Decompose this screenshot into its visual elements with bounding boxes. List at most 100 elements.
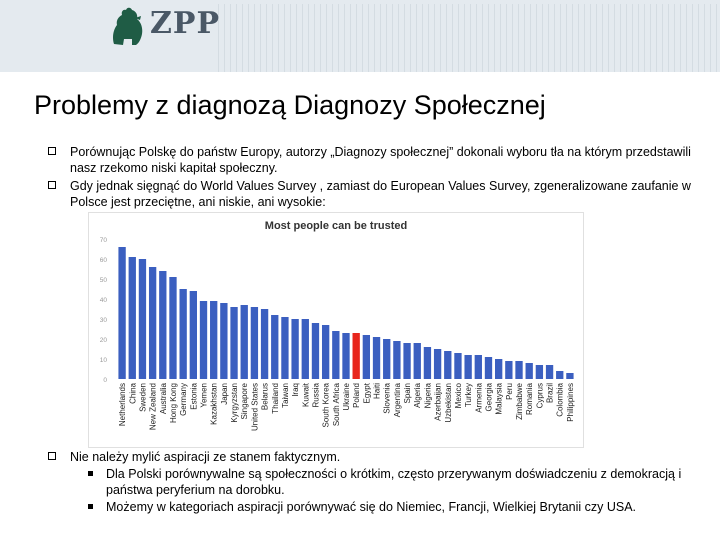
- x-tick-label: Nigeria: [423, 382, 432, 408]
- x-tick-label: Zimbabwe: [515, 382, 524, 419]
- y-tick-label: 20: [100, 337, 108, 344]
- header-band: ZPP: [0, 0, 720, 72]
- x-tick-label: Germany: [179, 383, 188, 416]
- checkbox-bullet-icon: [48, 181, 56, 189]
- bullet-3: Nie należy mylić aspiracji ze stanem fak…: [48, 449, 710, 465]
- bar-peru: [505, 361, 513, 379]
- bar-uzbekistan: [444, 351, 452, 379]
- bar-cyprus: [535, 365, 544, 379]
- x-tick-label: New Zealand: [149, 383, 158, 430]
- bar-philippines: [566, 373, 574, 379]
- x-tick-label: Hong Kong: [169, 383, 178, 423]
- checkbox-bullet-icon: [48, 147, 56, 155]
- trust-chart: Most people can be trusted 0 10 20 30 40 50 60 7…: [88, 212, 584, 448]
- x-tick-label: Belarus: [261, 383, 270, 410]
- y-tick-label: 60: [100, 257, 108, 264]
- x-tick-label: Algeria: [413, 382, 422, 407]
- checkbox-bullet-icon: [48, 452, 56, 460]
- bar-hong-kong: [169, 277, 177, 379]
- bullet-text: Porównując Polskę do państw Europy, auto…: [70, 145, 691, 175]
- x-tick-label: Azerbaijan: [434, 383, 443, 421]
- bar-australia: [159, 271, 167, 379]
- y-tick-label: 50: [100, 277, 108, 284]
- slide-title: Problemy z diagnozą Diagnozy Społecznej: [34, 90, 546, 120]
- bar-nigeria: [423, 347, 432, 379]
- x-tick-label: Russia: [311, 382, 320, 407]
- bar-singapore: [240, 305, 248, 379]
- x-tick-label: Romania: [525, 382, 534, 415]
- x-tick-label: Slovenia: [383, 382, 392, 413]
- y-tick-label: 70: [100, 237, 108, 244]
- bar-kazakhstan: [210, 301, 218, 379]
- x-tick-label: China: [128, 382, 137, 403]
- x-tick-label: Sweden: [138, 383, 147, 412]
- x-tick-label: Iraq: [291, 383, 300, 397]
- x-tick-label: Singapore: [240, 382, 249, 419]
- subbullet-2: Możemy w kategoriach aspiracji porównywa…: [88, 499, 708, 515]
- chart-title: Most people can be trusted: [265, 220, 407, 232]
- bar-poland: [352, 333, 360, 379]
- bar-south-korea: [321, 325, 330, 379]
- x-tick-label: Peru: [505, 383, 514, 400]
- bar-mexico: [454, 353, 462, 379]
- bullet-2: Gdy jednak sięgnąć do World Values Surve…: [48, 178, 710, 210]
- bar-netherlands: [118, 247, 126, 379]
- bar-georgia: [484, 357, 493, 379]
- x-tick-label: United States: [250, 383, 259, 431]
- bar-thailand: [271, 315, 279, 379]
- x-tick-label: Colombia: [556, 382, 565, 416]
- x-tick-label: Spain: [403, 383, 412, 403]
- bar-ukraine: [342, 333, 350, 379]
- bar-armenia: [474, 355, 482, 379]
- bar-slovenia: [383, 339, 391, 379]
- bar-china: [128, 257, 136, 379]
- x-tick-label: Taiwan: [281, 383, 290, 408]
- x-tick-label: Malaysia: [495, 382, 504, 414]
- bar-malaysia: [495, 359, 503, 379]
- bear-logo-icon: [113, 7, 143, 45]
- bar-haiti: [372, 337, 381, 379]
- x-tick-label: Egypt: [362, 382, 371, 403]
- subbullet-1: Dla Polski porównywalne są społeczności …: [88, 466, 708, 498]
- bar-russia: [311, 323, 320, 379]
- x-tick-label: Poland: [352, 383, 361, 408]
- x-tick-label: Japan: [220, 383, 229, 405]
- bullet-text: Gdy jednak sięgnąć do World Values Surve…: [70, 179, 691, 209]
- bar-japan: [220, 303, 228, 379]
- x-tick-label: Cyprus: [535, 383, 544, 408]
- x-tick-label: South Africa: [332, 382, 341, 426]
- x-tick-label: Brazil: [546, 383, 555, 403]
- bar-estonia: [189, 291, 197, 379]
- bar-united-states: [250, 307, 259, 379]
- bar-taiwan: [281, 317, 289, 379]
- x-tick-label: South Korea: [322, 382, 331, 427]
- zpp-logo: ZPP: [108, 4, 219, 46]
- bar-colombia: [556, 371, 564, 379]
- x-tick-label: Mexico: [454, 382, 463, 408]
- x-tick-label: Estonia: [189, 382, 198, 409]
- x-tick-label: Kazakhstan: [210, 383, 219, 425]
- bar-new-zealand: [148, 267, 157, 379]
- bar-germany: [179, 289, 187, 379]
- square-bullet-icon: [88, 471, 93, 476]
- x-tick-label: Uzbekistan: [444, 383, 453, 423]
- x-tick-label: Kyrgyzstan: [230, 383, 239, 423]
- bar-turkey: [464, 355, 472, 379]
- x-tick-label: Yemen: [200, 383, 209, 408]
- y-tick-label: 0: [103, 377, 107, 384]
- x-tick-label: Philippines: [566, 383, 575, 422]
- bar-algeria: [413, 343, 421, 379]
- y-tick-label: 30: [100, 317, 108, 324]
- header-stripes: [218, 4, 720, 72]
- bullet-text: Nie należy mylić aspiracji ze stanem fak…: [70, 450, 341, 464]
- x-tick-label: Kuwait: [301, 382, 310, 407]
- x-tick-label: Haiti: [373, 383, 382, 399]
- bar-romania: [525, 363, 533, 379]
- bar-kuwait: [301, 319, 309, 379]
- bar-yemen: [199, 301, 208, 379]
- x-tick-label: Ukraine: [342, 382, 351, 410]
- bar-argentina: [393, 341, 401, 379]
- subbullet-text: Dla Polski porównywalne są społeczności …: [106, 467, 682, 497]
- subbullet-text: Możemy w kategoriach aspiracji porównywa…: [106, 500, 637, 514]
- x-tick-label: Armenia: [474, 382, 483, 412]
